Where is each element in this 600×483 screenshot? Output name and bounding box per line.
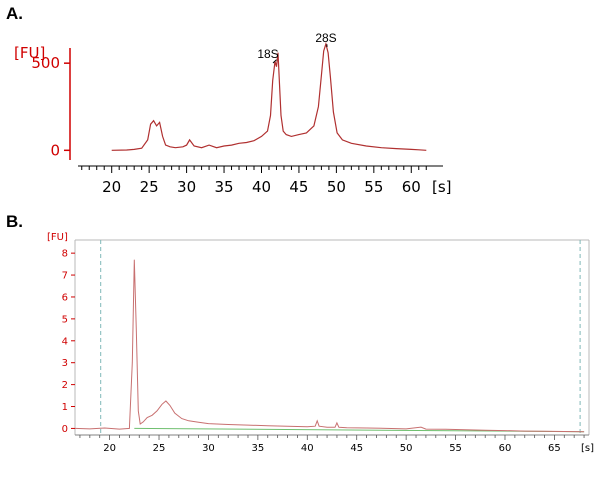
chart-b-x-tick-label: 55 — [449, 443, 462, 454]
chart-a-x-tick-label: 30 — [177, 178, 196, 196]
chart-b-y-tick-label: 3 — [62, 358, 68, 369]
chart-a-y-tick-label: 500 — [31, 54, 60, 72]
chart-b-y-tick-label: 5 — [62, 314, 68, 325]
chart-a-x-tick-label: 60 — [402, 178, 421, 196]
chart-a-x-tick-label: 50 — [327, 178, 346, 196]
chart-a-y-ticks: 0 500 — [31, 54, 70, 159]
chart-b-x-tick-label: 30 — [202, 443, 215, 454]
chart-b-x-tick-label: 35 — [251, 443, 264, 454]
chart-b-x-tick-label: 45 — [350, 443, 363, 454]
label-28s: 28S — [315, 31, 336, 45]
panel-a-label: A. — [6, 4, 23, 23]
chart-a-y-unit-label: [FU] — [14, 44, 45, 62]
chart-a-annotations: 18S 28S — [257, 31, 337, 64]
chart-b-x-tick-label: 50 — [400, 443, 413, 454]
panel-b-label: B. — [6, 212, 23, 231]
chart-b-x-tick-label: 20 — [103, 443, 116, 454]
chart-b-x-unit-label: [s] — [581, 443, 594, 454]
chart-a-x-unit-label: [s] — [432, 178, 452, 196]
chart-b-y-tick-label: 4 — [62, 336, 68, 347]
chart-b-y-tick-label: 2 — [62, 380, 68, 391]
chart-b-y-tick-label: 0 — [62, 424, 68, 435]
chart-b-x-tick-label: 25 — [153, 443, 166, 454]
chart-b-x-ticks: 20 25 30 35 40 45 50 55 60 65 — [79, 435, 585, 454]
chart-b-y-tick-label: 7 — [62, 271, 68, 282]
pointer-18s — [272, 59, 277, 64]
chart-b-y-ticks: 0 1 2 3 4 5 6 7 8 — [62, 249, 75, 435]
chart-b-x-tick-label: 40 — [301, 443, 314, 454]
chart-a-x-tick-label: 35 — [214, 178, 233, 196]
chart-b-y-unit-label: [FU] — [47, 232, 68, 243]
chart-b-y-tick-label: 1 — [62, 402, 68, 413]
chart-a-x-tick-label: 55 — [364, 178, 383, 196]
chart-b-y-tick-label: 6 — [62, 292, 68, 303]
label-18s: 18S — [257, 47, 278, 61]
chart-b-y-tick-label: 8 — [62, 249, 68, 260]
chart-a-x-tick-label: 20 — [102, 178, 121, 196]
chart-a-x-tick-label: 25 — [140, 178, 159, 196]
chart-b-x-tick-label: 60 — [499, 443, 512, 454]
chart-a-x-tick-label: 40 — [252, 178, 271, 196]
chart-b-trace — [74, 259, 585, 433]
chart-b-x-tick-label: 65 — [548, 443, 561, 454]
chart-a-x-ticks: 20 25 30 35 40 45 50 55 60 — [81, 166, 427, 196]
chart-a-x-tick-label: 45 — [289, 178, 308, 196]
chart-b-region-markers — [100, 240, 581, 435]
chart-a-y-tick-label: 0 — [50, 141, 60, 159]
chart-a-trace — [111, 41, 427, 151]
